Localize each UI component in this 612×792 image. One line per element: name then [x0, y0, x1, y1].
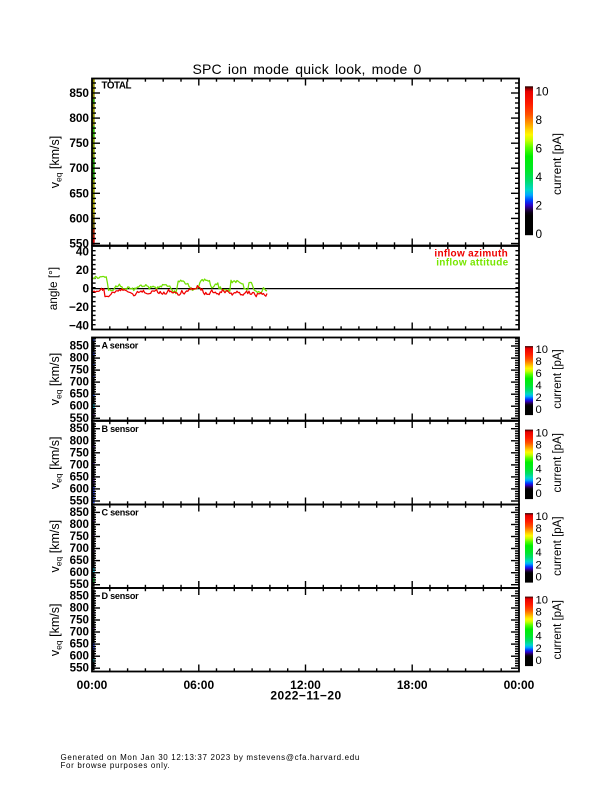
- svg-text:40: 40: [76, 245, 90, 259]
- svg-text:Generated on Mon Jan 30 12:13:: Generated on Mon Jan 30 12:13:37 2023 by…: [61, 753, 360, 762]
- svg-text:4: 4: [536, 464, 542, 476]
- svg-text:current [pA]: current [pA]: [552, 600, 564, 659]
- svg-text:750: 750: [70, 446, 89, 459]
- svg-text:550: 550: [70, 412, 89, 425]
- svg-text:700: 700: [69, 161, 89, 175]
- svg-text:00:00: 00:00: [77, 678, 108, 692]
- svg-text:850: 850: [70, 340, 89, 353]
- svg-text:2: 2: [536, 476, 542, 488]
- svg-text:TOTAL: TOTAL: [102, 81, 132, 92]
- svg-text:current [pA]: current [pA]: [552, 349, 564, 408]
- svg-text:inflow azimuth: inflow azimuth: [434, 249, 508, 260]
- svg-text:600: 600: [70, 566, 89, 579]
- svg-text:8: 8: [536, 523, 542, 535]
- svg-text:650: 650: [70, 470, 89, 483]
- svg-text:850: 850: [70, 422, 89, 435]
- svg-text:0: 0: [536, 227, 543, 241]
- svg-text:750: 750: [69, 136, 89, 150]
- svg-text:10: 10: [536, 511, 548, 523]
- svg-text:18:00: 18:00: [397, 678, 428, 692]
- svg-text:10: 10: [536, 595, 548, 607]
- svg-text:0: 0: [536, 488, 542, 500]
- svg-text:550: 550: [70, 662, 89, 675]
- svg-text:00:00: 00:00: [504, 678, 535, 692]
- svg-text:B sensor: B sensor: [102, 424, 140, 434]
- svg-text:750: 750: [70, 530, 89, 543]
- svg-text:650: 650: [70, 554, 89, 567]
- svg-text:inflow attitude: inflow attitude: [436, 257, 508, 268]
- svg-text:10: 10: [536, 428, 548, 440]
- svg-text:650: 650: [70, 638, 89, 651]
- svg-text:6: 6: [536, 142, 543, 156]
- svg-text:700: 700: [70, 626, 89, 639]
- svg-text:For browse purposes only.: For browse purposes only.: [61, 761, 171, 770]
- svg-text:10: 10: [536, 84, 550, 98]
- svg-text:0: 0: [536, 571, 542, 583]
- svg-text:650: 650: [69, 186, 89, 200]
- svg-text:8: 8: [536, 607, 542, 619]
- svg-text:6: 6: [536, 368, 542, 380]
- svg-text:current [pA]: current [pA]: [550, 133, 564, 195]
- svg-text:600: 600: [70, 400, 89, 413]
- svg-text:current [pA]: current [pA]: [552, 433, 564, 492]
- svg-text:4: 4: [536, 547, 542, 559]
- svg-text:750: 750: [70, 364, 89, 377]
- svg-text:8: 8: [536, 356, 542, 368]
- svg-text:A sensor: A sensor: [102, 340, 139, 350]
- svg-text:4: 4: [536, 380, 542, 392]
- svg-text:−40: −40: [69, 319, 89, 333]
- svg-text:850: 850: [70, 589, 89, 602]
- svg-text:2022−11−20: 2022−11−20: [270, 689, 341, 703]
- svg-text:550: 550: [70, 495, 89, 508]
- svg-text:6: 6: [536, 619, 542, 631]
- svg-text:06:00: 06:00: [183, 678, 214, 692]
- svg-text:D sensor: D sensor: [102, 591, 140, 601]
- svg-text:4: 4: [536, 170, 543, 184]
- svg-text:8: 8: [536, 113, 543, 127]
- svg-text:850: 850: [70, 506, 89, 519]
- svg-text:angle [°]: angle [°]: [46, 267, 60, 310]
- svg-text:700: 700: [70, 458, 89, 471]
- svg-text:0: 0: [536, 655, 542, 667]
- svg-text:SPC ion mode quick look, mode: SPC ion mode quick look, mode 0: [192, 61, 421, 77]
- svg-text:550: 550: [69, 237, 89, 251]
- svg-text:650: 650: [70, 388, 89, 401]
- svg-text:600: 600: [70, 650, 89, 663]
- svg-text:4: 4: [536, 631, 542, 643]
- svg-text:2: 2: [536, 199, 543, 213]
- svg-text:800: 800: [70, 518, 89, 531]
- svg-text:2: 2: [536, 559, 542, 571]
- svg-text:800: 800: [70, 601, 89, 614]
- svg-text:current [pA]: current [pA]: [552, 516, 564, 575]
- svg-text:850: 850: [69, 86, 89, 100]
- svg-text:700: 700: [70, 376, 89, 389]
- svg-text:550: 550: [70, 578, 89, 591]
- svg-text:12:00: 12:00: [290, 678, 321, 692]
- svg-text:20: 20: [76, 263, 90, 277]
- svg-text:800: 800: [70, 352, 89, 365]
- svg-text:700: 700: [70, 542, 89, 555]
- svg-text:750: 750: [70, 614, 89, 627]
- svg-text:6: 6: [536, 452, 542, 464]
- svg-text:800: 800: [70, 434, 89, 447]
- svg-text:800: 800: [69, 111, 89, 125]
- svg-text:0: 0: [536, 404, 542, 416]
- svg-text:0: 0: [82, 282, 89, 296]
- svg-text:10: 10: [536, 344, 548, 356]
- svg-text:2: 2: [536, 392, 542, 404]
- svg-text:−20: −20: [69, 300, 89, 314]
- svg-text:C sensor: C sensor: [102, 507, 140, 517]
- svg-text:8: 8: [536, 440, 542, 452]
- svg-text:2: 2: [536, 643, 542, 655]
- svg-text:600: 600: [70, 482, 89, 495]
- svg-text:600: 600: [69, 211, 89, 225]
- svg-text:6: 6: [536, 535, 542, 547]
